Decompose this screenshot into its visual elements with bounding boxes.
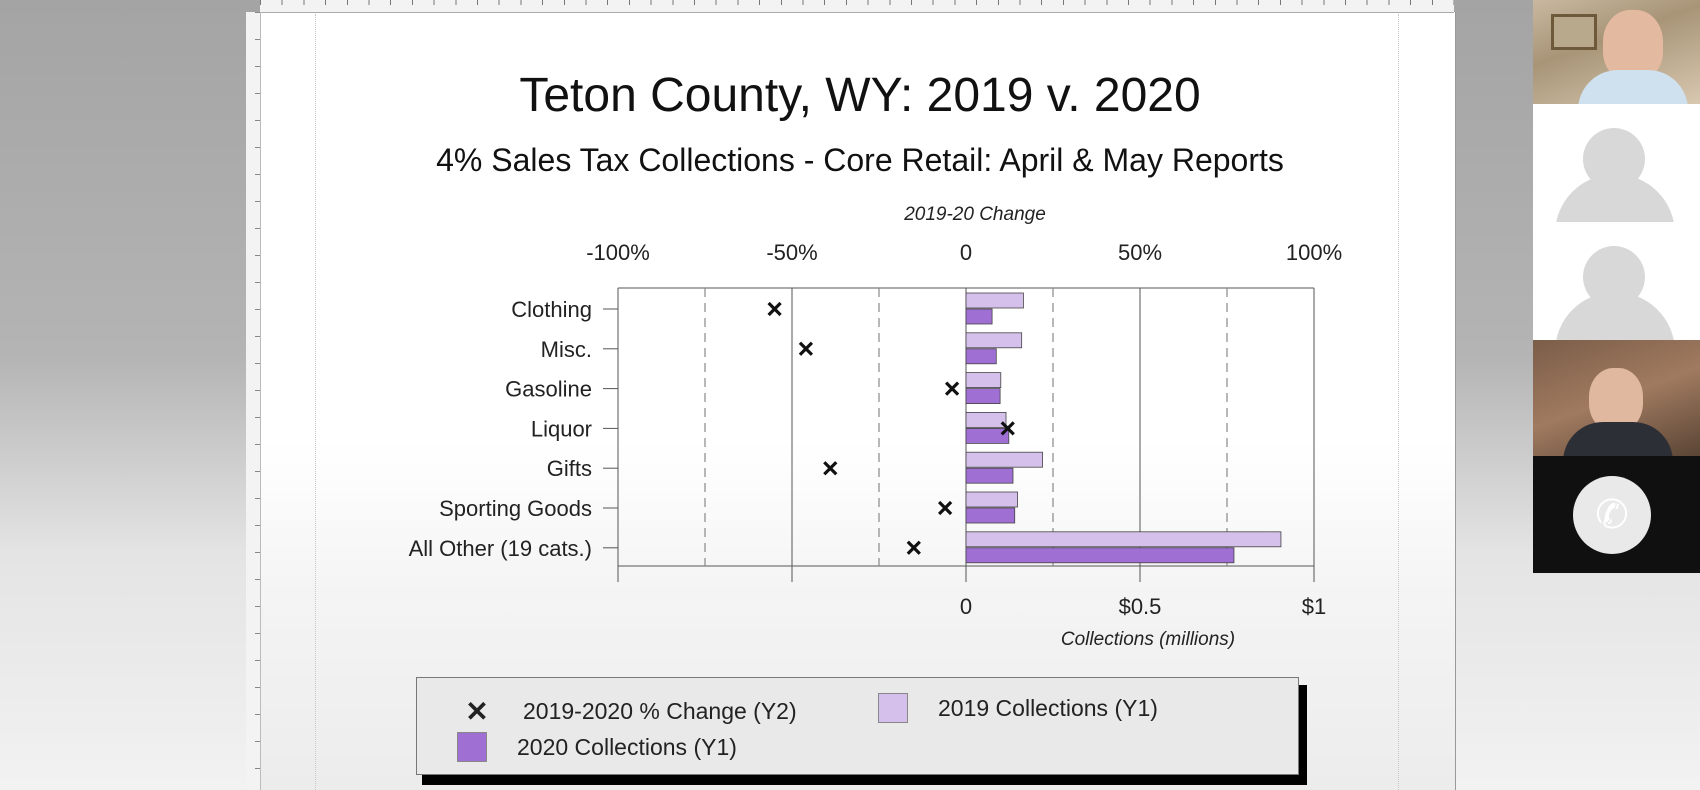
category-label: Gasoline (505, 377, 592, 402)
legend-label: 2019 Collections (Y1) (938, 694, 1158, 721)
bar-2019 (965, 531, 1282, 548)
phone-icon: ✆ (1595, 493, 1629, 537)
bar-2019 (965, 372, 1002, 389)
bar-2020 (965, 547, 1235, 564)
x-marker-icon: ✕ (465, 696, 489, 727)
bottom-axis-tick-label: 0 (960, 594, 972, 619)
vertical-ruler[interactable] (246, 12, 261, 790)
participant-video-guest[interactable] (1533, 340, 1700, 456)
category-label: Clothing (511, 297, 592, 322)
guest-jacket (1563, 422, 1673, 456)
bar-2019 (965, 491, 1018, 508)
legend-swatch-2019 (878, 693, 908, 723)
host-face (1603, 10, 1663, 80)
call-controls: ✆ (1533, 456, 1700, 573)
video-participants-panel: ✆ (1533, 0, 1700, 573)
top-axis-title: 2019-20 Change (903, 204, 1046, 225)
pct-change-marker (823, 461, 838, 476)
legend: ✕ 2019-2020 % Change (Y2) 2019 Collectio… (416, 677, 1299, 775)
pct-change-marker (906, 540, 921, 555)
bar-2019 (965, 451, 1043, 468)
bar-2020 (965, 467, 1014, 484)
category-label: Sporting Goods (439, 496, 592, 521)
pct-change-marker (937, 500, 953, 516)
slide-title: Teton County, WY: 2019 v. 2020 (519, 69, 1201, 122)
top-axis-tick-label: 0 (960, 240, 972, 265)
category-label: Gifts (547, 456, 592, 481)
participant-tile-guest[interactable] (1533, 222, 1700, 340)
bar-2020 (965, 507, 1016, 524)
top-axis-tick-label: 50% (1118, 240, 1162, 265)
top-axis-tick-label: 100% (1286, 240, 1342, 265)
legend-item-change: ✕ 2019-2020 % Change (Y2) (461, 695, 797, 728)
legend-swatch-2020 (457, 732, 487, 762)
end-call-button[interactable]: ✆ (1573, 476, 1651, 554)
guest-face (1589, 368, 1643, 432)
host-shirt (1578, 70, 1688, 104)
slide-subtitle: 4% Sales Tax Collections - Core Retail: … (436, 142, 1284, 178)
pct-change-marker (1000, 421, 1015, 436)
bar-2019 (965, 332, 1023, 349)
pct-change-marker (798, 341, 814, 356)
bottom-axis-title: Collections (millions) (1061, 629, 1235, 650)
left-margin-guide (315, 14, 316, 790)
horizontal-ruler[interactable] (260, 0, 1454, 13)
bar-2019 (965, 292, 1024, 309)
category-label: All Other (19 cats.) (409, 536, 592, 561)
category-label: Misc. (541, 337, 592, 362)
category-label: Liquor (531, 416, 592, 441)
document-page (246, 12, 1456, 790)
bar-2019 (965, 411, 1007, 428)
participant-video-host[interactable] (1533, 0, 1700, 104)
bar-2020 (965, 308, 993, 325)
legend-label: 2019-2020 % Change (Y2) (523, 698, 797, 724)
pct-change-marker (767, 301, 782, 317)
bottom-axis-tick-label: $0.5 (1119, 594, 1162, 619)
bottom-axis-tick-label: $1 (1302, 594, 1326, 619)
participant-tile-guest[interactable] (1533, 104, 1700, 222)
bar-2020 (965, 388, 1001, 405)
legend-item-2020: 2020 Collections (Y1) (457, 732, 737, 762)
person-avatar-body (1555, 174, 1675, 222)
picture-frame-icon (1551, 14, 1597, 50)
legend-label: 2020 Collections (Y1) (517, 733, 737, 760)
legend-item-2019: 2019 Collections (Y1) (878, 693, 1158, 723)
person-avatar-body (1555, 292, 1675, 340)
pct-change-marker (944, 381, 960, 396)
right-margin-guide (1398, 14, 1399, 790)
top-axis-tick-label: -100% (586, 240, 650, 265)
bar-2020 (965, 427, 1010, 444)
bar-2020 (965, 348, 997, 365)
top-axis-tick-label: -50% (766, 240, 817, 265)
